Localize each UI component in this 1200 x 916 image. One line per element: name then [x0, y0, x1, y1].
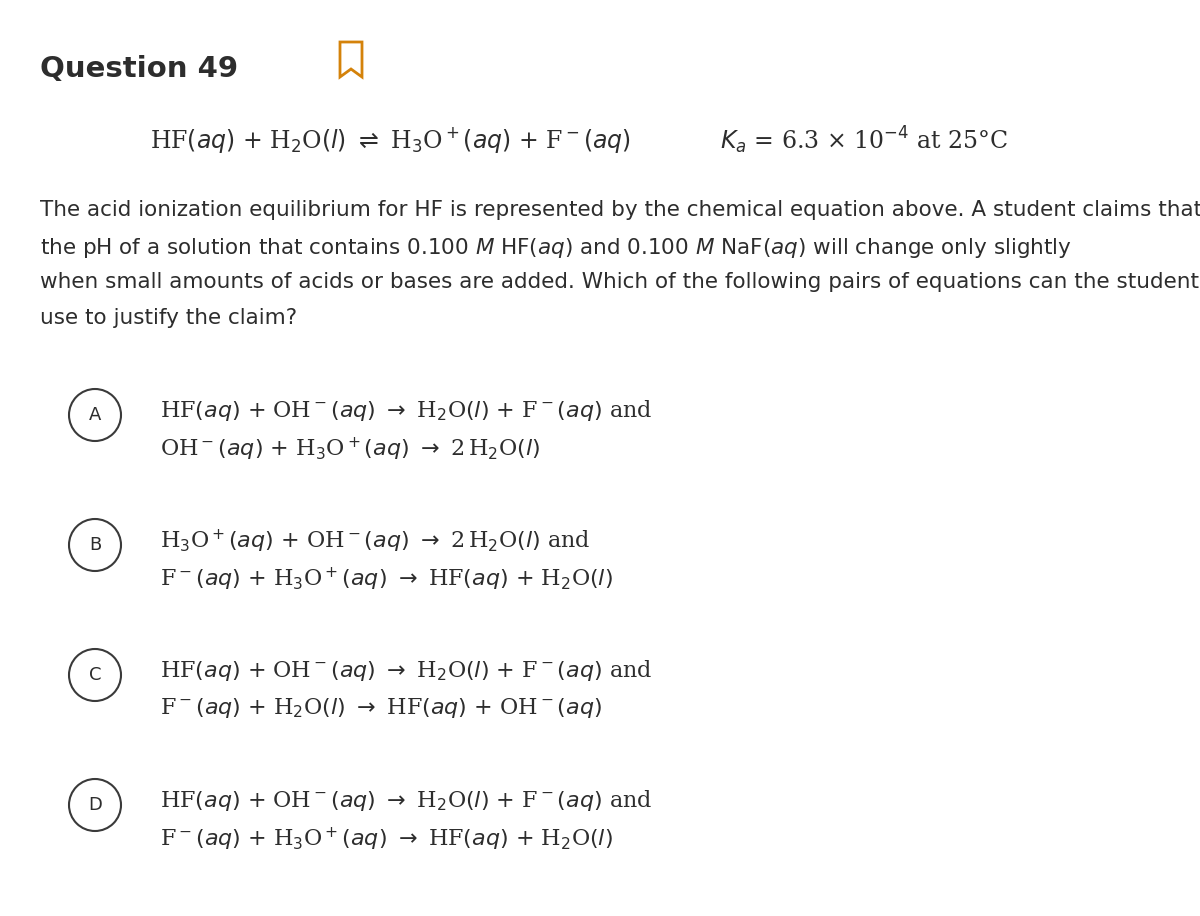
Text: D: D: [88, 796, 102, 814]
Text: H$_3$O$^+$$(aq)$ + OH$^-$$(aq)$ $\rightarrow$ 2$\,$H$_2$O$(l)$ and: H$_3$O$^+$$(aq)$ + OH$^-$$(aq)$ $\righta…: [160, 528, 590, 555]
Text: B: B: [89, 536, 101, 554]
Text: the pH of a solution that contains 0.100 $M$ HF$(aq)$ and 0.100 $M$ NaF$(aq)$ wi: the pH of a solution that contains 0.100…: [40, 236, 1072, 260]
Text: OH$^-$$(aq)$ + H$_3$O$^+$$(aq)$ $\rightarrow$ 2$\,$H$_2$O$(l)$: OH$^-$$(aq)$ + H$_3$O$^+$$(aq)$ $\righta…: [160, 436, 540, 463]
Text: when small amounts of acids or bases are added. Which of the following pairs of : when small amounts of acids or bases are…: [40, 272, 1199, 292]
Text: HF$(aq)$ + OH$^-$$(aq)$ $\rightarrow$ H$_2$O$(l)$ + F$^-$$(aq)$ and: HF$(aq)$ + OH$^-$$(aq)$ $\rightarrow$ H$…: [160, 398, 653, 423]
Text: HF$(aq)$ + H$_2$O$(l)$ $\rightleftharpoons$ H$_3$O$^+$$(aq)$ + F$^-$$(aq)$: HF$(aq)$ + H$_2$O$(l)$ $\rightleftharpoo…: [150, 125, 631, 155]
Text: F$^-$$(aq)$ + H$_3$O$^+$$(aq)$ $\rightarrow$ HF$(aq)$ + H$_2$O$(l)$: F$^-$$(aq)$ + H$_3$O$^+$$(aq)$ $\rightar…: [160, 826, 613, 854]
Text: Question 49: Question 49: [40, 55, 238, 83]
Text: use to justify the claim?: use to justify the claim?: [40, 308, 298, 328]
Text: F$^-$$(aq)$ + H$_2$O$(l)$ $\rightarrow$ HF$(aq)$ + OH$^-$$(aq)$: F$^-$$(aq)$ + H$_2$O$(l)$ $\rightarrow$ …: [160, 696, 602, 720]
Text: HF$(aq)$ + OH$^-$$(aq)$ $\rightarrow$ H$_2$O$(l)$ + F$^-$$(aq)$ and: HF$(aq)$ + OH$^-$$(aq)$ $\rightarrow$ H$…: [160, 788, 653, 813]
Text: C: C: [89, 666, 101, 684]
Text: $K_a$ = 6.3 × 10$^{-4}$ at 25°C: $K_a$ = 6.3 × 10$^{-4}$ at 25°C: [720, 125, 1008, 156]
Text: HF$(aq)$ + OH$^-$$(aq)$ $\rightarrow$ H$_2$O$(l)$ + F$^-$$(aq)$ and: HF$(aq)$ + OH$^-$$(aq)$ $\rightarrow$ H$…: [160, 658, 653, 683]
Text: A: A: [89, 406, 101, 424]
Text: F$^-$$(aq)$ + H$_3$O$^+$$(aq)$ $\rightarrow$ HF$(aq)$ + H$_2$O$(l)$: F$^-$$(aq)$ + H$_3$O$^+$$(aq)$ $\rightar…: [160, 566, 613, 594]
Text: The acid ionization equilibrium for HF is represented by the chemical equation a: The acid ionization equilibrium for HF i…: [40, 200, 1200, 220]
